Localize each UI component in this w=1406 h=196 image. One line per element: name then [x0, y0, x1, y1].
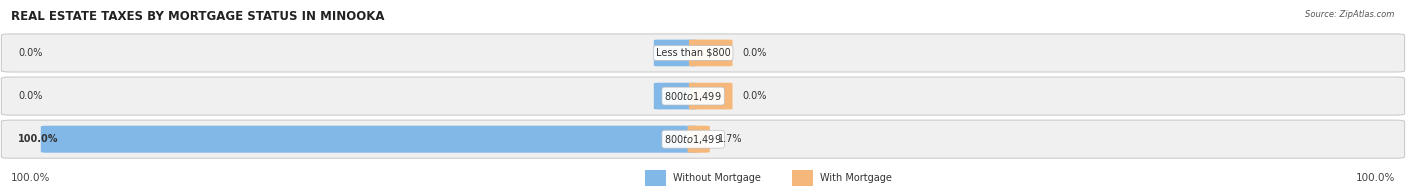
- Text: 100.0%: 100.0%: [11, 173, 51, 183]
- FancyBboxPatch shape: [689, 83, 733, 109]
- Text: 100.0%: 100.0%: [1355, 173, 1395, 183]
- FancyBboxPatch shape: [41, 126, 699, 153]
- FancyBboxPatch shape: [645, 170, 666, 186]
- Text: $800 to $1,499: $800 to $1,499: [665, 90, 721, 103]
- FancyBboxPatch shape: [1, 120, 1405, 158]
- Text: 0.0%: 0.0%: [18, 91, 42, 101]
- Text: $800 to $1,499: $800 to $1,499: [665, 133, 721, 146]
- FancyBboxPatch shape: [689, 40, 733, 66]
- Text: REAL ESTATE TAXES BY MORTGAGE STATUS IN MINOOKA: REAL ESTATE TAXES BY MORTGAGE STATUS IN …: [11, 10, 385, 23]
- Text: 1.7%: 1.7%: [718, 134, 742, 144]
- FancyBboxPatch shape: [654, 40, 697, 66]
- Text: Source: ZipAtlas.com: Source: ZipAtlas.com: [1305, 10, 1395, 19]
- Text: Less than $800: Less than $800: [655, 48, 731, 58]
- FancyBboxPatch shape: [1, 34, 1405, 72]
- Text: 0.0%: 0.0%: [742, 91, 766, 101]
- Text: 0.0%: 0.0%: [742, 48, 766, 58]
- Text: 100.0%: 100.0%: [18, 134, 59, 144]
- FancyBboxPatch shape: [654, 83, 697, 109]
- FancyBboxPatch shape: [1, 77, 1405, 115]
- Text: 0.0%: 0.0%: [18, 48, 42, 58]
- Text: Without Mortgage: Without Mortgage: [673, 173, 762, 183]
- FancyBboxPatch shape: [688, 126, 710, 153]
- FancyBboxPatch shape: [792, 170, 813, 186]
- Text: With Mortgage: With Mortgage: [820, 173, 891, 183]
